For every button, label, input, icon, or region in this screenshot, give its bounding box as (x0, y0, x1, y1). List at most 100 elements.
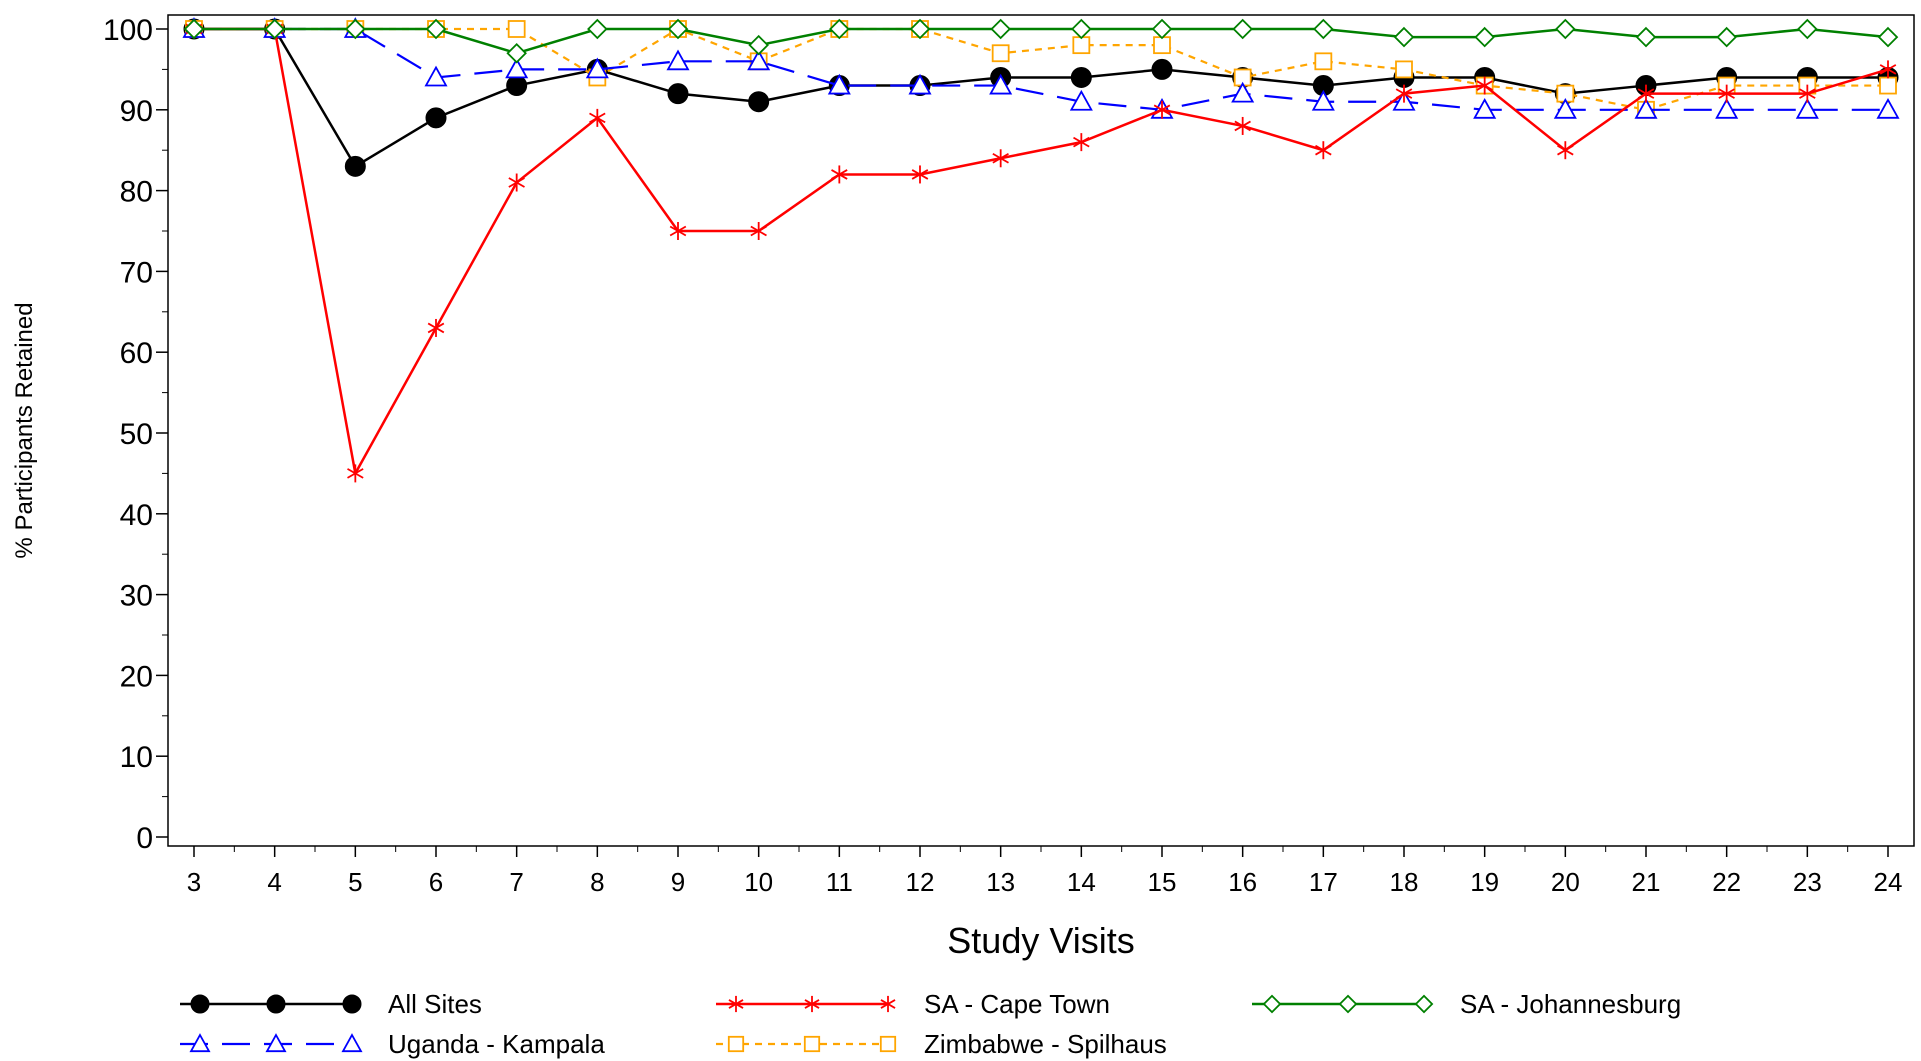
x-tick-label: 15 (1148, 867, 1177, 897)
y-tick-label: 10 (120, 741, 153, 774)
x-tick-label: 14 (1067, 867, 1096, 897)
star-stroke (669, 225, 687, 237)
data-point (1311, 89, 1335, 111)
data-point (1262, 994, 1282, 1014)
data-point (1716, 26, 1737, 48)
star-stroke (1799, 88, 1816, 99)
data-point (1715, 97, 1739, 119)
y-tick-label: 70 (120, 256, 153, 289)
star-stroke (427, 322, 445, 334)
star-stroke (911, 169, 929, 180)
x-tick-label: 13 (986, 867, 1015, 897)
data-point (347, 464, 364, 483)
star-stroke (728, 999, 744, 1009)
data-point (991, 44, 1010, 63)
data-point (667, 18, 689, 40)
data-point (909, 18, 931, 40)
data-point (1315, 141, 1332, 160)
data-point (1634, 97, 1658, 119)
data-point (427, 318, 445, 337)
series-layer (182, 17, 1900, 483)
data-point (1799, 84, 1816, 103)
data-point (1314, 52, 1333, 71)
data-point (1474, 26, 1495, 48)
star-stroke (347, 468, 364, 479)
x-tick-label: 7 (509, 867, 523, 897)
x-tick-label: 11 (826, 867, 853, 897)
data-point (1070, 66, 1092, 88)
star-stroke (1073, 136, 1090, 148)
legend-label: Uganda - Kampala (388, 1029, 605, 1059)
x-tick-label: 19 (1470, 867, 1499, 897)
star-stroke (1153, 104, 1171, 116)
y-tick-label: 90 (120, 95, 153, 128)
data-point (1637, 84, 1655, 103)
legend: All Sites SA - Cape Town SA - Johannesburg… (180, 989, 1681, 1059)
data-point (880, 995, 896, 1013)
legend-item: Zimbabwe - Spilhaus (716, 1029, 1167, 1059)
data-point (1795, 97, 1819, 119)
y-tick-label: 0 (136, 822, 153, 855)
y-tick-label: 40 (120, 499, 153, 532)
data-point (669, 222, 687, 240)
legend-label: All Sites (388, 989, 482, 1019)
legend-item: SA - Johannesburg (1252, 989, 1681, 1019)
data-point (344, 155, 366, 177)
data-point (1879, 76, 1897, 95)
y-tick-label: 20 (120, 660, 153, 693)
legend-label: SA - Cape Town (924, 989, 1110, 1019)
star-stroke (508, 177, 525, 188)
plot-frame (167, 14, 1915, 847)
data-point (989, 73, 1013, 95)
data-point (264, 18, 285, 40)
data-point (190, 994, 210, 1014)
data-point (1395, 84, 1413, 103)
legend-item: All Sites (180, 989, 482, 1019)
data-point (1231, 81, 1255, 103)
data-point (508, 173, 525, 192)
legend-label: Zimbabwe - Spilhaus (924, 1029, 1167, 1059)
star-stroke (589, 112, 606, 124)
data-point (1476, 76, 1493, 95)
y-tick-label: 80 (120, 176, 153, 209)
data-point (831, 165, 848, 184)
data-point (506, 75, 528, 97)
x-tick-label: 18 (1390, 867, 1419, 897)
x-tick-label: 10 (744, 867, 773, 897)
star-stroke (1395, 88, 1413, 99)
data-point (827, 73, 851, 95)
x-tick-label: 24 (1874, 867, 1903, 897)
data-point (425, 18, 447, 40)
data-point (727, 1035, 745, 1053)
data-point (1151, 58, 1173, 80)
y-axis-label: % Participants Retained (11, 302, 38, 558)
data-point (1395, 60, 1413, 79)
series-sa-cape-town (185, 20, 1897, 483)
axes: 0 10 20 30 40 50 60 70 80 90 100 3 4 5 6 7 8 9 10 11 12 13 14 1… (103, 14, 1915, 897)
x-tick-label: 20 (1551, 867, 1580, 897)
data-point (1635, 26, 1657, 48)
series-line (194, 27, 1889, 55)
star-stroke (1234, 120, 1251, 132)
data-point (750, 222, 767, 240)
data-point (804, 995, 820, 1013)
x-tick-label: 6 (429, 867, 443, 897)
data-point (342, 994, 362, 1014)
data-point (1718, 84, 1735, 103)
data-point (1071, 18, 1092, 40)
data-point (1877, 26, 1899, 48)
x-tick-label: 12 (906, 867, 935, 897)
star-stroke (1718, 88, 1735, 99)
data-point (1338, 994, 1358, 1014)
series-sa-johannesburg (183, 18, 1899, 64)
legend-label: SA - Johannesburg (1460, 989, 1681, 1019)
data-point (424, 65, 448, 87)
series-line (194, 27, 1889, 478)
x-tick-label: 3 (187, 867, 201, 897)
data-point (1797, 18, 1818, 40)
data-point (265, 1033, 287, 1053)
y-tick-label: 60 (120, 337, 153, 370)
data-point (266, 994, 286, 1014)
data-point (189, 1033, 211, 1053)
